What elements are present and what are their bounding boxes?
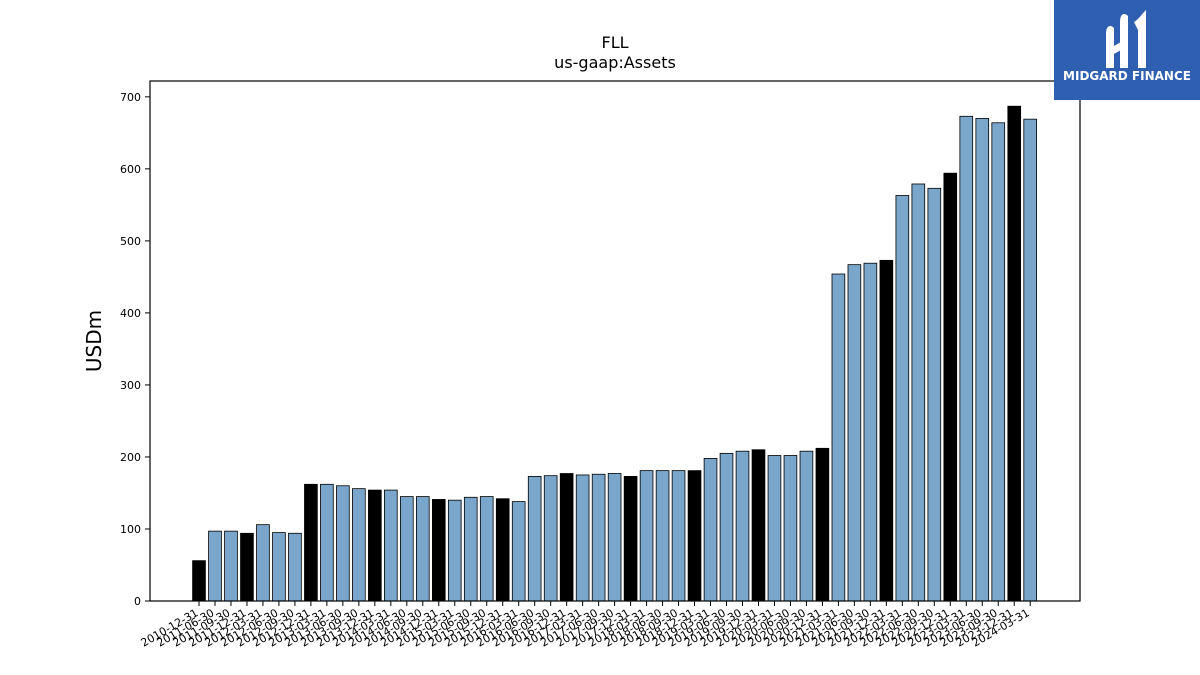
- bar-2014-09-30: [415, 496, 430, 602]
- bar-2020-03-31: [767, 455, 782, 602]
- bar-2016-06-30: [527, 475, 542, 602]
- bar-2010-12-31: [192, 560, 206, 602]
- bar-2013-12-31: [368, 489, 382, 602]
- y-axis-label: USDm: [82, 310, 106, 372]
- bar-2022-06-30: [911, 183, 926, 602]
- y-tick-label: 400: [120, 307, 141, 320]
- y-tick-label: 500: [120, 235, 141, 248]
- bar-2019-03-31: [703, 457, 718, 602]
- chart-subtitle: us-gaap:Assets: [554, 53, 676, 72]
- bar-2020-12-31: [815, 447, 830, 602]
- bar-2019-06-30: [719, 452, 734, 602]
- y-tick-label: 0: [134, 595, 141, 608]
- brand-logo: MIDGARD FINANCE: [1054, 0, 1200, 100]
- bar-2018-12-31: [687, 470, 702, 602]
- bar-2023-12-31: [1007, 105, 1022, 602]
- bar-2021-12-31: [879, 259, 894, 602]
- bar-2012-03-31: [256, 524, 270, 602]
- bar-2022-09-30: [927, 187, 942, 602]
- bar-2022-12-31: [943, 172, 958, 602]
- bar-2020-06-30: [783, 455, 798, 602]
- x-axis-ticks: 2010-12-312011-06-302011-09-302011-12-31…: [139, 601, 1032, 650]
- bar-2015-09-30: [479, 496, 494, 602]
- plot-frame: [149, 80, 1081, 602]
- bar-2011-12-31: [240, 532, 254, 602]
- bar-2016-03-31: [511, 501, 526, 602]
- bar-2020-09-30: [799, 450, 814, 602]
- bar-2021-06-30: [847, 264, 862, 602]
- bar-2015-03-31: [447, 499, 462, 602]
- bar-2014-03-31: [384, 489, 398, 602]
- bar-2012-06-30: [272, 532, 286, 602]
- bar-2021-03-31: [831, 273, 846, 602]
- bar-2017-03-31: [575, 474, 590, 602]
- bar-2022-03-31: [895, 195, 910, 602]
- bar-2019-09-30: [735, 450, 750, 602]
- brand-logo-text: MIDGARD FINANCE: [1063, 69, 1191, 83]
- bar-2018-06-30: [655, 470, 670, 602]
- y-tick-label: 300: [120, 379, 141, 392]
- y-axis-ticks: 0 100 200 300 400 500 600 700: [120, 91, 150, 608]
- bar-2012-12-31: [304, 483, 318, 602]
- bar-2023-06-30: [975, 118, 990, 602]
- bar-2017-12-31: [623, 475, 638, 602]
- bar-2017-06-30: [591, 473, 606, 602]
- bar-2011-06-30: [208, 530, 222, 602]
- y-tick-label: 200: [120, 451, 141, 464]
- bar-2017-09-30: [607, 473, 622, 602]
- bar-2016-12-31: [559, 473, 574, 602]
- bar-2013-09-30: [352, 488, 366, 602]
- bar-2023-03-31: [959, 115, 974, 602]
- chart-title: FLL: [601, 33, 628, 52]
- y-tick-label: 700: [120, 91, 141, 104]
- bar-2021-09-30: [863, 262, 878, 602]
- bar-2014-12-31: [431, 499, 446, 602]
- bar-2013-06-30: [336, 485, 350, 602]
- bar-2023-09-30: [991, 122, 1006, 602]
- bar-2018-03-31: [639, 470, 654, 602]
- bar-2016-09-30: [543, 475, 558, 602]
- bar-2011-09-30: [224, 530, 238, 602]
- bar-2015-06-30: [463, 496, 478, 602]
- midgard-logo-icon: [1106, 10, 1146, 68]
- bar-2019-12-31: [751, 449, 766, 602]
- bar-2018-09-30: [671, 470, 686, 602]
- bar-2014-06-30: [400, 496, 414, 602]
- y-tick-label: 100: [120, 523, 141, 536]
- bar-2012-09-30: [288, 532, 302, 602]
- bar-series: [192, 105, 1038, 602]
- bar-2024-03-31: [1023, 118, 1038, 602]
- y-tick-label: 600: [120, 163, 141, 176]
- bar-2013-03-31: [320, 483, 334, 602]
- bar-2015-12-31: [495, 498, 510, 602]
